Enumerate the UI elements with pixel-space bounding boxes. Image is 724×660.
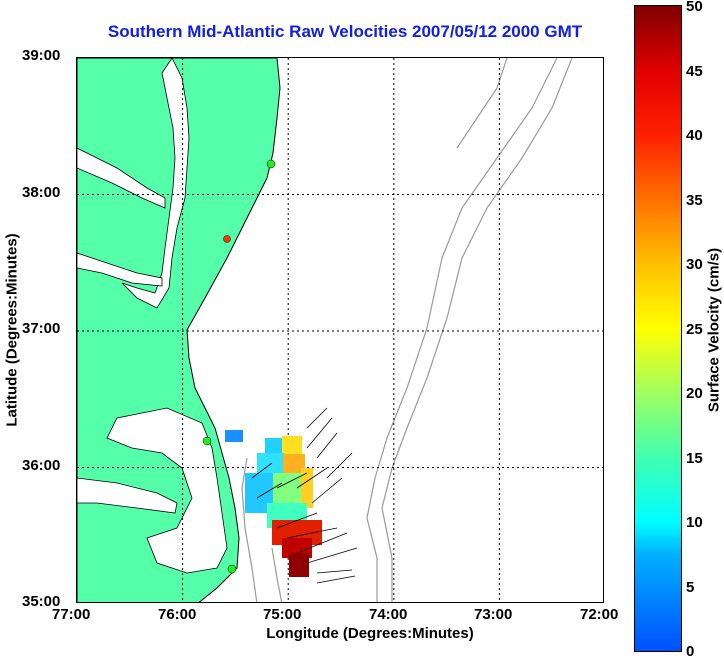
chart-title: Southern Mid-Atlantic Raw Velocities 200…: [107, 22, 583, 41]
colorbar: [634, 5, 682, 652]
map-plot-area: [76, 57, 604, 603]
x-tick: 72:00: [580, 606, 619, 623]
station-marker: [266, 159, 276, 169]
colorbar-label: Surface Velocity (cm/s): [705, 247, 723, 413]
x-tick: 76:00: [158, 606, 197, 623]
colorbar-tick: 45: [686, 63, 703, 80]
colorbar-tick: 50: [686, 0, 703, 15]
radar-stations: [202, 159, 276, 574]
colorbar-tick: 15: [686, 450, 703, 467]
x-tick: 74:00: [369, 606, 408, 623]
chesapeake-bay: [121, 58, 190, 309]
colorbar-tick: 25: [686, 321, 703, 338]
y-tick: 37:00: [22, 320, 61, 337]
velocity-vectors: [251, 407, 358, 584]
map-svg: [77, 58, 603, 602]
station-marker: [227, 564, 237, 574]
bay-tributary: [77, 252, 163, 287]
y-tick: 36:00: [22, 457, 61, 474]
x-tick: 75:00: [263, 606, 302, 623]
x-axis-label: Longitude (Degrees:Minutes): [266, 625, 474, 642]
bathymetry-contours: [241, 58, 573, 602]
colorbar-tick: 30: [686, 256, 703, 273]
colorbar-tick: 5: [686, 579, 695, 596]
colorbar-tick: 35: [686, 192, 703, 209]
x-tick: 77:00: [52, 606, 91, 623]
sound-inlet: [77, 477, 178, 514]
station-marker: [223, 235, 231, 243]
y-tick: 35:00: [22, 593, 61, 610]
bay-tributary: [77, 147, 166, 209]
x-tick: 73:00: [474, 606, 513, 623]
station-marker: [202, 436, 212, 446]
pamlico-sound: [106, 407, 228, 574]
velocity-field: [225, 430, 322, 577]
colorbar-tick: 40: [686, 127, 703, 144]
colorbar-tick: 10: [686, 514, 703, 531]
colorbar-tick: 20: [686, 385, 703, 402]
y-tick: 38:00: [22, 184, 61, 201]
y-axis-label: Latitude (Degrees:Minutes): [3, 233, 21, 427]
colorbar-tick: 0: [686, 643, 695, 660]
y-tick: 39:00: [22, 47, 61, 64]
